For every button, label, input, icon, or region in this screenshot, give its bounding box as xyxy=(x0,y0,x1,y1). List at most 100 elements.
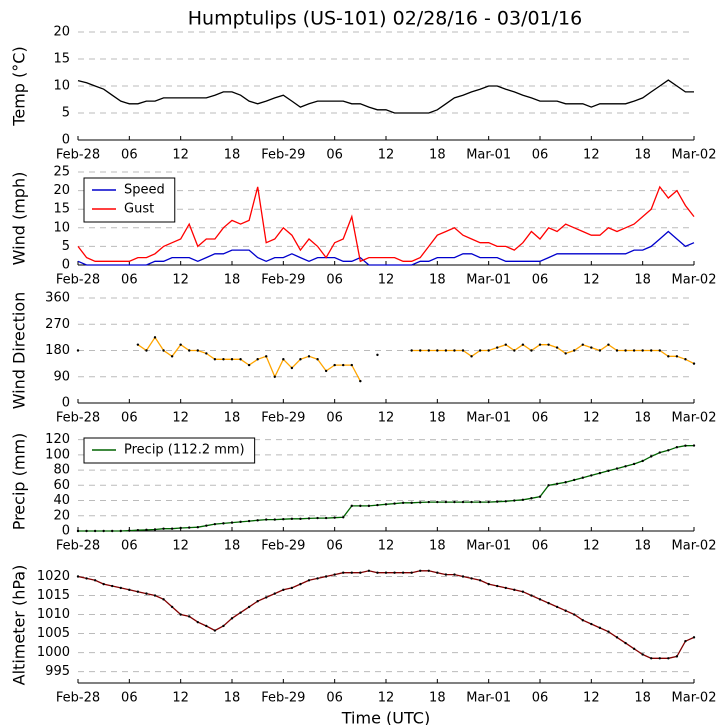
point xyxy=(624,349,627,352)
x-tick-label: 06 xyxy=(532,539,549,554)
point xyxy=(170,527,174,530)
point xyxy=(607,469,610,473)
y-tick-label: 1005 xyxy=(37,626,70,641)
y-tick-label: 120 xyxy=(45,432,70,447)
x-tick-label: 18 xyxy=(224,273,241,288)
point xyxy=(282,358,285,361)
point xyxy=(350,504,353,508)
point xyxy=(136,590,140,593)
point xyxy=(350,571,353,574)
point xyxy=(324,369,328,373)
point xyxy=(436,500,439,504)
point xyxy=(684,639,687,643)
x-tick-label: 12 xyxy=(583,273,600,288)
point xyxy=(461,349,465,352)
point xyxy=(624,641,627,645)
x-tick-label: 12 xyxy=(378,148,395,163)
point xyxy=(247,363,251,367)
point xyxy=(188,615,191,618)
point xyxy=(615,349,619,352)
point xyxy=(521,590,525,593)
point xyxy=(256,600,259,603)
point xyxy=(444,500,448,504)
point xyxy=(324,575,328,578)
point xyxy=(342,571,345,574)
point xyxy=(179,526,182,530)
point xyxy=(521,498,525,501)
point xyxy=(650,455,653,458)
point xyxy=(496,346,499,349)
point xyxy=(615,467,619,470)
point xyxy=(684,444,687,447)
point xyxy=(641,653,644,656)
point xyxy=(145,349,148,352)
x-tick-label: 12 xyxy=(172,539,189,554)
y-tick-label: 20 xyxy=(53,183,70,198)
point xyxy=(504,500,507,503)
point xyxy=(359,379,362,383)
point xyxy=(119,586,122,590)
y-tick-label: 15 xyxy=(53,52,70,67)
point xyxy=(641,459,644,463)
point xyxy=(410,571,413,574)
x-tick-label: 06 xyxy=(121,539,138,554)
point xyxy=(307,579,311,582)
point xyxy=(230,521,234,524)
point xyxy=(538,343,542,346)
point xyxy=(76,349,80,352)
x-tick-label: Feb-29 xyxy=(261,411,305,426)
series-line xyxy=(77,230,695,266)
point xyxy=(76,575,80,578)
point xyxy=(453,573,456,576)
point xyxy=(692,636,696,639)
point xyxy=(538,495,542,498)
point xyxy=(290,517,294,521)
point xyxy=(333,363,336,367)
point xyxy=(282,517,285,521)
point xyxy=(376,571,379,574)
point xyxy=(667,657,670,660)
point xyxy=(153,336,157,339)
x-tick-label: 18 xyxy=(429,148,446,163)
point xyxy=(487,500,490,504)
y-tick-label: 10 xyxy=(53,79,70,94)
y-tick-label: 10 xyxy=(53,220,70,235)
point xyxy=(547,601,550,605)
x-tick-label: Mar-01 xyxy=(466,273,511,288)
point xyxy=(350,363,353,367)
point xyxy=(675,355,679,358)
x-tick-label: 18 xyxy=(634,691,651,706)
point xyxy=(179,343,182,346)
legend-label: Precip (112.2 mm) xyxy=(124,443,245,458)
point xyxy=(290,366,294,370)
point xyxy=(538,598,542,601)
point xyxy=(478,579,482,582)
point xyxy=(153,594,157,597)
point xyxy=(393,571,396,574)
point xyxy=(290,586,294,590)
point xyxy=(427,569,430,573)
point xyxy=(555,482,559,485)
x-tick-label: Feb-29 xyxy=(261,148,305,163)
x-axis-title: Time (UTC) xyxy=(341,709,430,725)
point xyxy=(555,605,559,609)
point xyxy=(530,349,533,352)
point xyxy=(205,352,208,355)
x-tick-label: Mar-02 xyxy=(672,273,717,288)
x-tick-label: Feb-29 xyxy=(261,273,305,288)
y-axis-title: Temp (°C) xyxy=(10,46,29,126)
point xyxy=(573,478,576,482)
x-tick-label: Mar-02 xyxy=(672,148,717,163)
point xyxy=(607,630,610,633)
point xyxy=(581,619,584,622)
point xyxy=(573,349,576,352)
point xyxy=(478,500,482,504)
point xyxy=(581,343,584,346)
point xyxy=(102,582,105,586)
point xyxy=(658,657,661,660)
point xyxy=(188,349,191,352)
point xyxy=(299,358,302,361)
point xyxy=(128,588,131,592)
point xyxy=(111,584,114,588)
